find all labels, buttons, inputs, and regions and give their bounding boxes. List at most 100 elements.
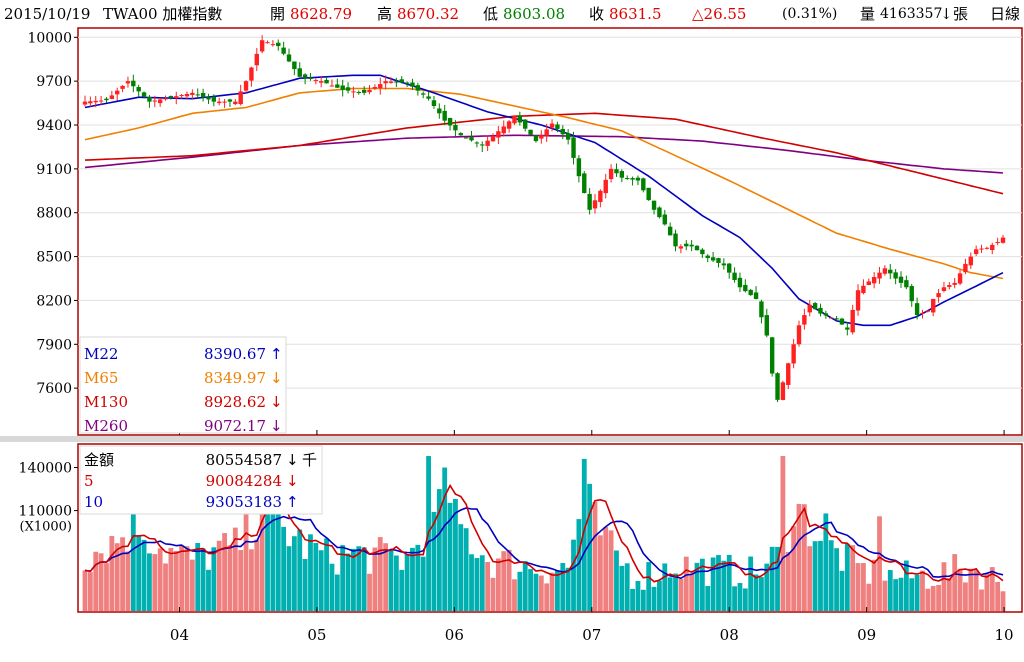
candle-body bbox=[458, 133, 463, 136]
volume-bar bbox=[979, 589, 984, 611]
volume-bar bbox=[490, 577, 496, 611]
volume-bar bbox=[646, 562, 652, 611]
candle-body bbox=[120, 85, 125, 89]
ma260-line bbox=[84, 134, 1004, 174]
volume-legend-value: 90084284 bbox=[206, 472, 282, 490]
volume-bar bbox=[710, 557, 716, 611]
price-legend-value: 8390.67 bbox=[204, 345, 266, 363]
volume-bar bbox=[882, 580, 888, 611]
candle-body bbox=[480, 144, 485, 146]
volume-bar bbox=[538, 575, 544, 611]
candle-body bbox=[302, 74, 308, 78]
volume-unit: 張 bbox=[953, 5, 969, 23]
volume-bar bbox=[388, 550, 394, 611]
volume-bar bbox=[243, 508, 249, 611]
volume-bar bbox=[683, 556, 689, 611]
volume-bar bbox=[973, 570, 979, 611]
candle-body bbox=[603, 179, 608, 194]
candle-body bbox=[152, 100, 157, 102]
volume-bar bbox=[603, 527, 609, 611]
volume-bar bbox=[238, 550, 244, 611]
volume-tick-label: 140000 bbox=[19, 461, 72, 477]
volume-bar bbox=[479, 555, 485, 611]
volume-bar bbox=[866, 583, 872, 611]
candle-body bbox=[619, 171, 625, 178]
volume-bar bbox=[796, 503, 802, 611]
volume-bar bbox=[630, 588, 635, 611]
panel-splitter[interactable] bbox=[0, 436, 1024, 442]
price-tick-label: 9400 bbox=[36, 118, 72, 134]
candle-body bbox=[598, 190, 603, 203]
volume-bar bbox=[254, 539, 260, 611]
candle-body bbox=[426, 96, 431, 99]
volume-bar bbox=[286, 546, 292, 611]
candle-body bbox=[780, 382, 786, 400]
volume-bar bbox=[624, 563, 630, 611]
volume-bar bbox=[270, 498, 276, 611]
candle-body bbox=[732, 272, 737, 280]
candle-body bbox=[963, 263, 968, 273]
candle-body bbox=[378, 84, 383, 89]
price-tick-label: 8500 bbox=[36, 250, 72, 266]
candle-body bbox=[882, 268, 888, 274]
volume-bar bbox=[313, 542, 319, 611]
volume-bar bbox=[506, 549, 512, 611]
volume-bar bbox=[592, 501, 598, 611]
volume-legend-unit: 千 bbox=[302, 451, 317, 469]
candle-body bbox=[227, 99, 233, 102]
candle-body bbox=[313, 80, 319, 82]
candle-body bbox=[791, 344, 796, 364]
candle-body bbox=[496, 131, 501, 138]
volume-bar bbox=[780, 456, 786, 611]
candle-body bbox=[463, 137, 469, 139]
candle-body bbox=[512, 116, 517, 124]
candle-body bbox=[361, 89, 367, 93]
candle-body bbox=[195, 94, 200, 96]
volume-bar bbox=[989, 567, 995, 611]
volume-bar bbox=[399, 569, 405, 611]
volume-bar bbox=[195, 542, 201, 611]
volume-bar bbox=[528, 569, 533, 611]
volume-bar bbox=[377, 537, 383, 611]
volume-bar bbox=[920, 570, 925, 611]
candle-body bbox=[646, 187, 651, 201]
volume-legend-name: 10 bbox=[84, 493, 103, 511]
volume-arrow: ↓ bbox=[940, 5, 953, 23]
high-value: 8670.32 bbox=[397, 5, 460, 23]
price-tick-label: 9700 bbox=[36, 74, 72, 90]
candle-body bbox=[657, 207, 662, 218]
candle-body bbox=[727, 263, 732, 273]
candle-body bbox=[694, 245, 700, 251]
ma22-line bbox=[84, 74, 1004, 327]
candle-body bbox=[608, 168, 614, 180]
candle-body bbox=[850, 309, 855, 333]
volume-bar bbox=[125, 551, 131, 611]
candle-body bbox=[909, 286, 914, 302]
volume-bar bbox=[152, 554, 158, 611]
candle-body bbox=[115, 90, 120, 95]
volume-bar bbox=[791, 526, 797, 611]
volume-bar bbox=[184, 546, 190, 611]
candle-body bbox=[506, 121, 512, 129]
volume-bar bbox=[93, 551, 99, 611]
candle-body bbox=[802, 315, 807, 325]
candle-body bbox=[174, 96, 179, 99]
candle-body bbox=[399, 79, 404, 83]
volume-bar bbox=[737, 583, 743, 611]
low-value: 8603.08 bbox=[503, 5, 566, 23]
candle-body bbox=[265, 42, 270, 44]
volume-bar bbox=[345, 553, 351, 611]
candle-body bbox=[319, 81, 324, 83]
candle-body bbox=[941, 287, 947, 291]
volume-bar bbox=[995, 581, 1001, 611]
candle-body bbox=[560, 128, 565, 135]
candle-body bbox=[877, 272, 882, 279]
candle-body bbox=[861, 285, 866, 294]
candle-body bbox=[689, 244, 694, 247]
price-tick-label: 8200 bbox=[36, 293, 72, 309]
candle-body bbox=[947, 285, 952, 287]
volume-bar bbox=[850, 545, 856, 611]
candle-body bbox=[206, 97, 211, 100]
volume-bar bbox=[120, 537, 125, 611]
